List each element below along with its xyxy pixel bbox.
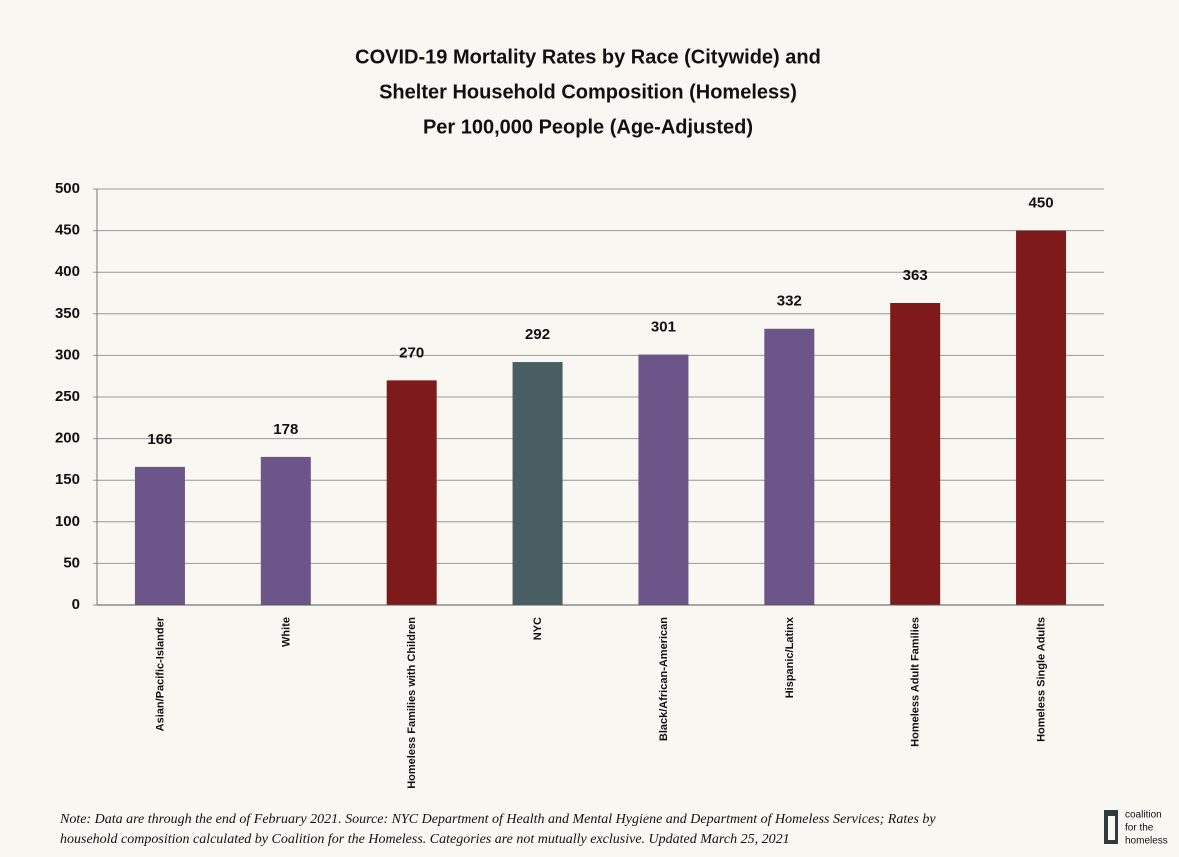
- bar: [890, 302, 941, 605]
- value-label: 292: [525, 326, 550, 343]
- chart-title: Shelter Household Composition (Homeless): [379, 81, 797, 103]
- x-tick-label: Homeless Families with Children: [406, 617, 418, 789]
- y-tick-label: 450: [55, 222, 80, 239]
- logo-text: for the: [1125, 823, 1154, 834]
- x-tick-label: Homeless Single Adults: [1036, 617, 1048, 742]
- value-label: 363: [903, 267, 928, 284]
- y-tick-label: 400: [55, 263, 80, 280]
- value-label: 166: [147, 431, 172, 448]
- x-tick-label: Hispanic/Latinx: [784, 616, 796, 698]
- y-tick-label: 500: [55, 180, 80, 197]
- y-tick-label: 150: [55, 471, 80, 488]
- bar: [134, 466, 185, 605]
- logo-text: coalition: [1125, 810, 1162, 821]
- x-tick-label: White: [280, 617, 292, 647]
- y-tick-label: 100: [55, 513, 80, 530]
- bar: [386, 380, 437, 605]
- value-label: 450: [1029, 195, 1054, 212]
- y-tick-label: 350: [55, 305, 80, 322]
- x-tick-label: Asian/Pacific-Islander: [154, 616, 166, 731]
- y-tick-label: 200: [55, 430, 80, 447]
- value-label: 332: [777, 293, 802, 310]
- chart-title: Per 100,000 People (Age-Adjusted): [423, 116, 753, 138]
- y-tick-label: 250: [55, 388, 80, 405]
- bar: [638, 354, 689, 605]
- y-tick-label: 300: [55, 346, 80, 363]
- value-label: 178: [273, 421, 298, 438]
- value-label: 301: [651, 319, 676, 336]
- bar: [260, 456, 311, 605]
- chart-title: COVID-19 Mortality Rates by Race (Citywi…: [355, 46, 821, 68]
- y-tick-label: 50: [63, 554, 80, 571]
- logo-door: [1108, 816, 1115, 840]
- bar: [1016, 230, 1067, 605]
- logo-text: homeless: [1125, 836, 1168, 847]
- note: Note: Data are through the end of Februa…: [60, 812, 936, 847]
- x-tick-label: NYC: [532, 617, 544, 640]
- y-tick-label: 0: [72, 596, 80, 613]
- x-tick-label: Homeless Adult Families: [910, 617, 922, 747]
- bar: [512, 362, 563, 605]
- value-label: 270: [399, 344, 424, 361]
- bar: [764, 328, 815, 605]
- x-tick-label: Black/African-American: [658, 617, 670, 741]
